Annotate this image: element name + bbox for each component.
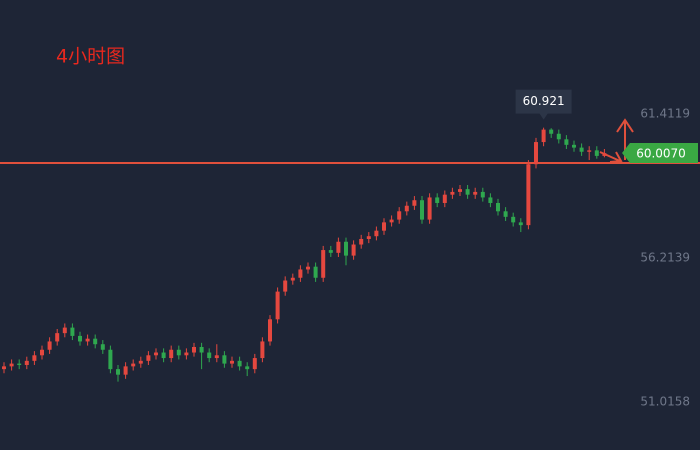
candle-body — [359, 238, 364, 245]
y-tick-label: 56.2139 — [640, 250, 690, 264]
candle-body — [70, 327, 75, 336]
candle-body — [313, 266, 318, 278]
candle-body — [199, 346, 204, 353]
candle-body — [230, 360, 234, 364]
candle-body — [222, 355, 227, 364]
candle-body — [534, 142, 538, 165]
candle-body — [93, 338, 98, 345]
candle-body — [382, 222, 386, 231]
candle-body — [511, 216, 516, 223]
candle-body — [351, 244, 356, 256]
candle-body — [260, 341, 265, 359]
candle-body — [321, 250, 326, 278]
candle-body — [594, 150, 599, 156]
tooltip-label: 60.921 — [523, 94, 565, 108]
candle-body — [17, 363, 22, 365]
candle-body — [154, 352, 158, 356]
candle-body — [412, 200, 417, 206]
candle-body — [207, 352, 212, 359]
candle-body — [214, 355, 219, 359]
candle-body — [374, 230, 379, 237]
candle-body — [161, 352, 166, 359]
candle-body — [192, 346, 196, 353]
candle-body — [328, 250, 333, 253]
candle-body — [85, 338, 90, 342]
candle-body — [108, 349, 113, 370]
tooltip-box — [515, 89, 572, 120]
candle-body — [480, 191, 485, 198]
candle-body — [245, 366, 250, 370]
candle-body — [366, 236, 371, 239]
candle-body — [55, 333, 60, 342]
candle-body — [2, 366, 6, 370]
candle-body — [389, 219, 394, 223]
candle-body — [290, 277, 295, 281]
candle-body — [24, 360, 29, 365]
candle-body — [237, 360, 242, 367]
y-tick-label: 51.0158 — [640, 394, 690, 408]
candle-body — [252, 358, 257, 370]
candle-body — [473, 191, 478, 195]
chart-title: 4小时图 — [56, 46, 125, 68]
candle-body — [488, 197, 493, 203]
candle-body — [131, 363, 136, 367]
candle-body — [268, 319, 272, 342]
y-tick-label: 61.4119 — [640, 107, 690, 121]
candle-body — [496, 202, 500, 212]
candle-body — [420, 200, 424, 220]
last-price-label: 60.0070 — [636, 146, 686, 160]
candle-body — [78, 335, 82, 342]
candle-body — [336, 241, 341, 253]
candle-body — [100, 344, 105, 350]
candle-body — [138, 360, 143, 364]
candle-body — [275, 291, 280, 320]
candle-body — [450, 191, 455, 195]
candle-body — [442, 194, 447, 203]
candle-body — [298, 269, 303, 278]
last-price-tag — [622, 142, 698, 163]
candle-body — [123, 366, 128, 375]
candle-body — [146, 355, 151, 361]
candle-body — [541, 129, 546, 143]
candle-body — [344, 241, 348, 256]
candle-body — [40, 349, 44, 356]
candle-body — [458, 189, 462, 192]
candle-body — [503, 211, 508, 217]
candle-body — [176, 349, 181, 356]
candle-body — [116, 369, 120, 375]
candle-body — [579, 147, 584, 152]
candle-body — [283, 280, 288, 292]
candle-body — [9, 363, 14, 367]
candle-body — [435, 197, 440, 203]
candle-body — [549, 129, 554, 134]
candle-body — [564, 139, 569, 145]
candle-body — [62, 327, 67, 334]
candle-body — [572, 144, 576, 148]
candle-body — [184, 352, 189, 356]
candle-body — [32, 355, 37, 361]
candle-body — [465, 189, 470, 195]
candle-body — [518, 222, 523, 226]
candle-body — [306, 266, 310, 270]
candle-body — [47, 341, 52, 350]
candle-body — [556, 133, 561, 140]
candle-body — [602, 153, 607, 156]
candle-body — [169, 349, 174, 359]
candle-body — [404, 205, 409, 212]
candle-body — [397, 211, 402, 220]
candle-body — [526, 164, 531, 226]
candle-body — [587, 150, 592, 152]
candle-body — [427, 197, 432, 220]
